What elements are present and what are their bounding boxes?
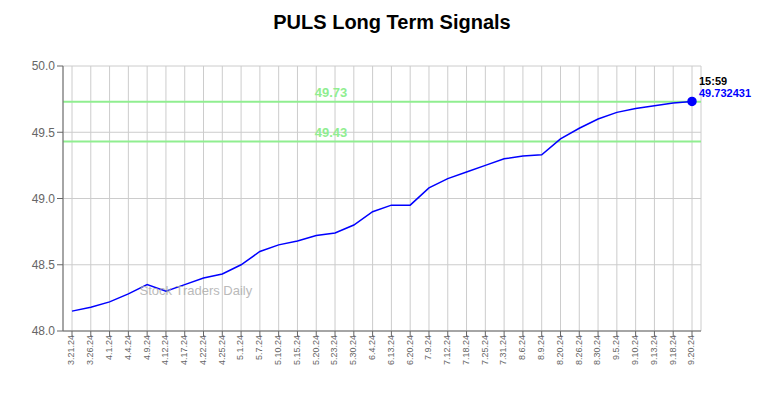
svg-text:5.23.24: 5.23.24 — [329, 335, 339, 365]
svg-text:8.30.24: 8.30.24 — [592, 335, 602, 365]
svg-text:48.5: 48.5 — [32, 258, 56, 272]
svg-text:3.26.24: 3.26.24 — [85, 335, 95, 365]
svg-text:49.73: 49.73 — [315, 85, 348, 100]
svg-text:4.9.24: 4.9.24 — [142, 335, 152, 360]
svg-text:4.12.24: 4.12.24 — [160, 335, 170, 365]
svg-text:8.6.24: 8.6.24 — [517, 335, 527, 360]
svg-text:49.732431: 49.732431 — [699, 87, 751, 99]
svg-text:9.20.24: 9.20.24 — [686, 335, 696, 365]
svg-text:4.4.24: 4.4.24 — [123, 335, 133, 360]
svg-text:4.25.24: 4.25.24 — [217, 335, 227, 365]
svg-text:9.13.24: 9.13.24 — [649, 335, 659, 365]
svg-text:50.0: 50.0 — [32, 59, 56, 73]
html-text:Stock Traders Daily: Stock Traders Daily — [139, 283, 253, 299]
svg-text:15:59: 15:59 — [699, 75, 727, 87]
svg-text:48.0: 48.0 — [32, 324, 56, 338]
svg-text:49.43: 49.43 — [315, 125, 348, 140]
svg-text:5.15.24: 5.15.24 — [292, 335, 302, 365]
svg-text:8.20.24: 8.20.24 — [555, 335, 565, 365]
svg-text:9.10.24: 9.10.24 — [630, 335, 640, 365]
svg-text:9.5.24: 9.5.24 — [611, 335, 621, 360]
svg-text:7.12.24: 7.12.24 — [442, 335, 452, 365]
svg-text:6.13.24: 6.13.24 — [386, 335, 396, 365]
svg-text:5.20.24: 5.20.24 — [311, 335, 321, 365]
svg-text:9.18.24: 9.18.24 — [668, 335, 678, 365]
html-text:PULS Long Term Signals: PULS Long Term Signals — [273, 11, 511, 33]
svg-text:6.20.24: 6.20.24 — [405, 335, 415, 365]
svg-text:7.31.24: 7.31.24 — [499, 335, 509, 365]
svg-text:6.4.24: 6.4.24 — [367, 335, 377, 360]
svg-text:7.9.24: 7.9.24 — [423, 335, 433, 360]
svg-text:7.25.24: 7.25.24 — [480, 335, 490, 365]
svg-text:5.30.24: 5.30.24 — [348, 335, 358, 365]
svg-text:4.1.24: 4.1.24 — [104, 335, 114, 360]
svg-text:5.7.24: 5.7.24 — [254, 335, 264, 360]
svg-text:5.1.24: 5.1.24 — [235, 335, 245, 360]
svg-text:3.21.24: 3.21.24 — [66, 335, 76, 365]
svg-text:49.5: 49.5 — [32, 126, 56, 140]
svg-text:49.0: 49.0 — [32, 192, 56, 206]
svg-text:4.22.24: 4.22.24 — [198, 335, 208, 365]
svg-text:8.9.24: 8.9.24 — [536, 335, 546, 360]
svg-text:8.26.24: 8.26.24 — [574, 335, 584, 365]
svg-text:7.18.24: 7.18.24 — [461, 335, 471, 365]
svg-text:4.17.24: 4.17.24 — [179, 335, 189, 365]
svg-text:5.10.24: 5.10.24 — [273, 335, 283, 365]
